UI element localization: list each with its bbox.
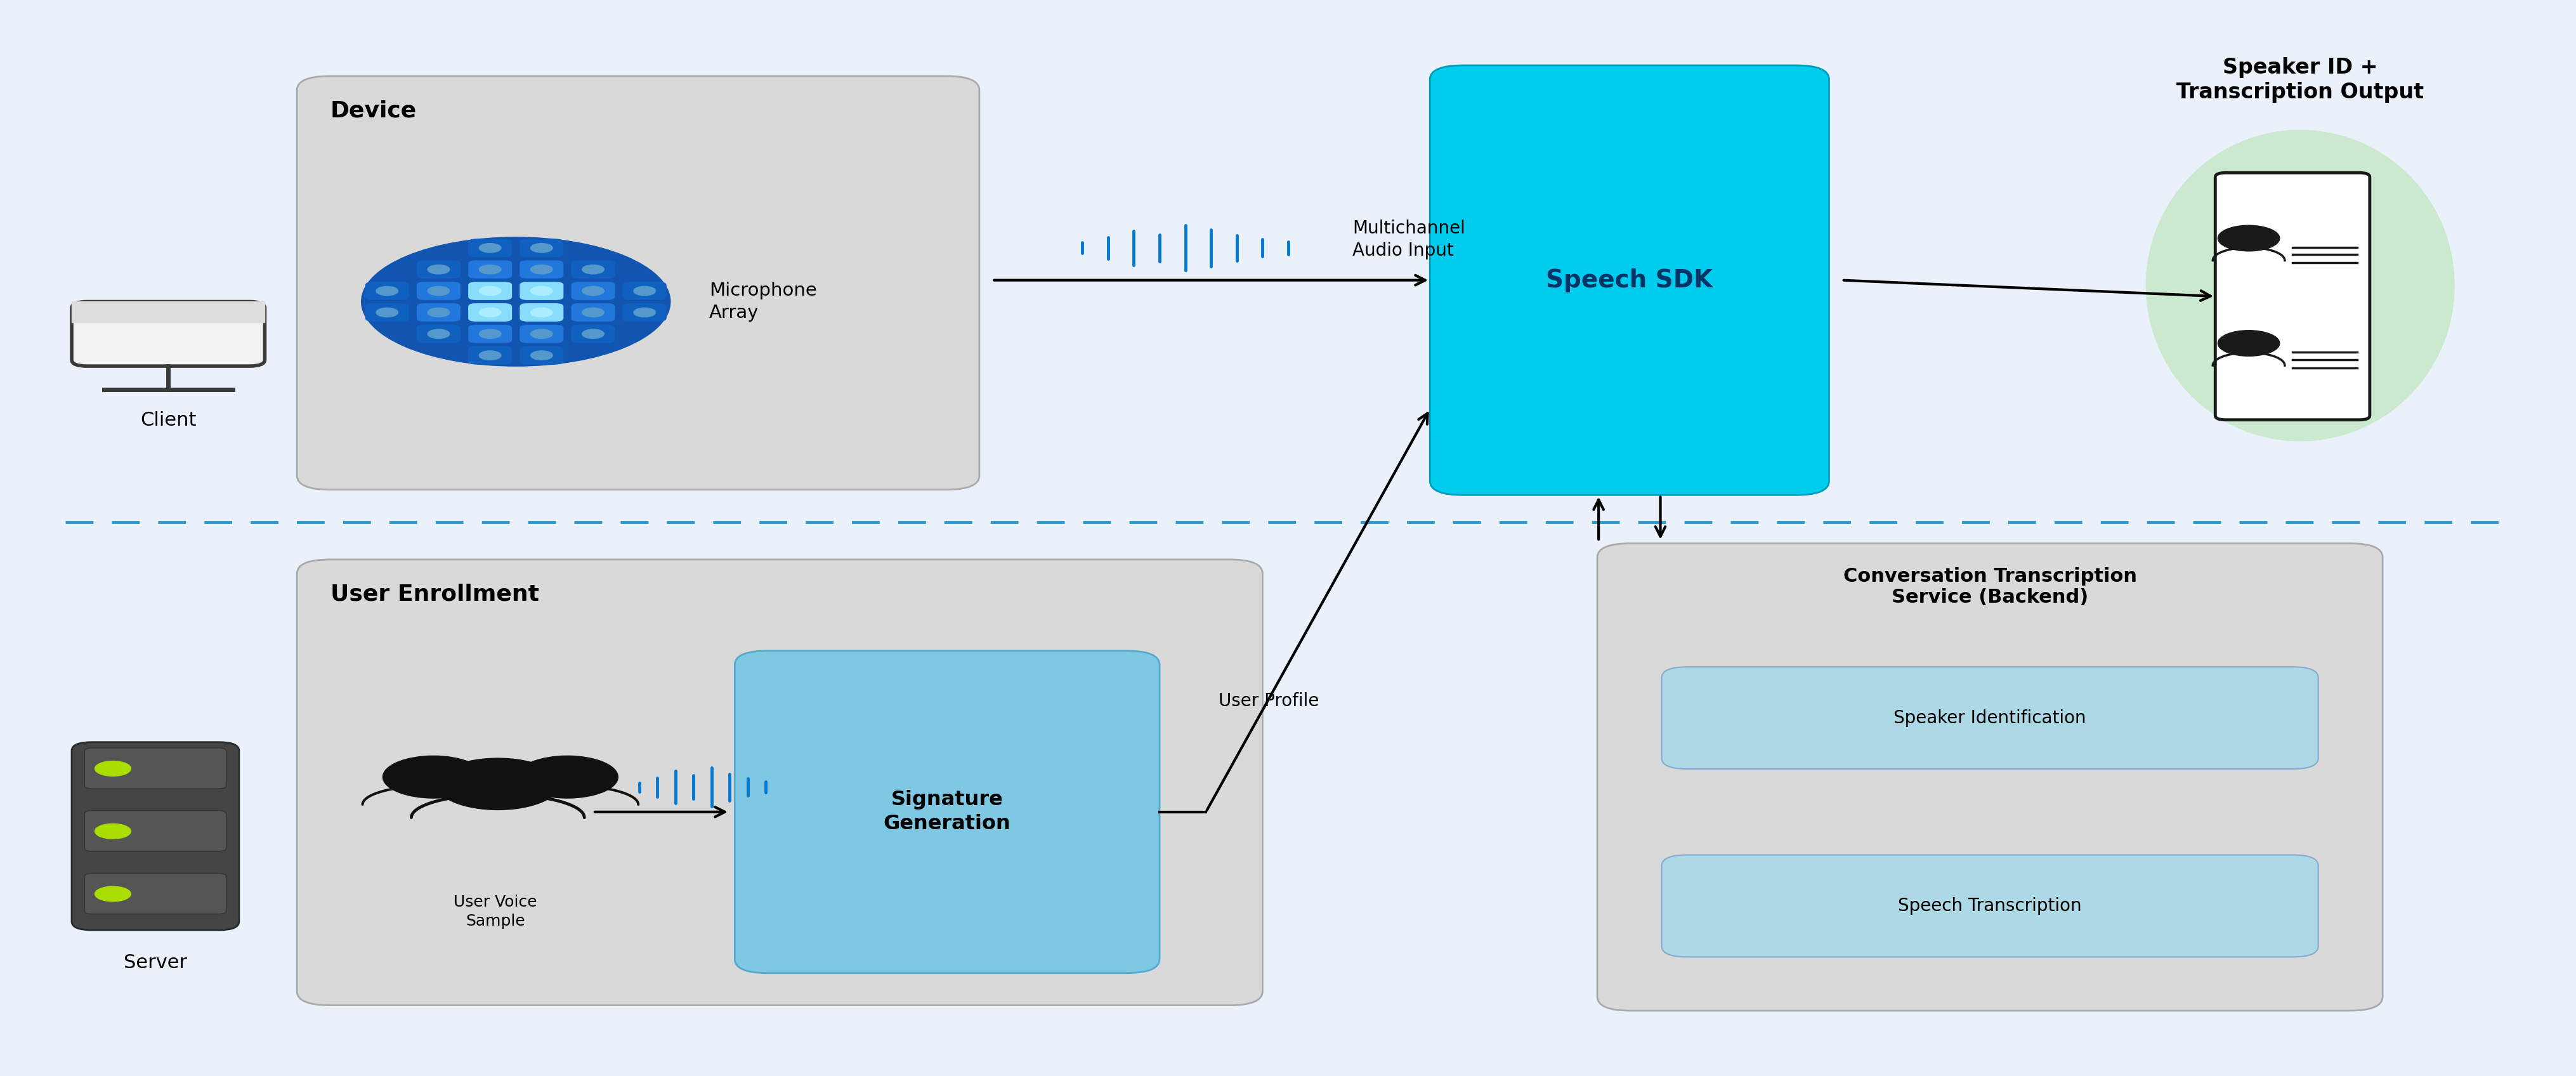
Circle shape [531, 351, 551, 360]
FancyBboxPatch shape [520, 303, 564, 322]
Text: User Profile: User Profile [1218, 692, 1319, 710]
Text: Multichannel
Audio Input: Multichannel Audio Input [1352, 220, 1466, 259]
Text: Conversation Transcription
Service (Backend): Conversation Transcription Service (Back… [1842, 567, 2136, 607]
FancyBboxPatch shape [296, 560, 1262, 1005]
Circle shape [531, 308, 551, 317]
Circle shape [582, 286, 603, 296]
FancyBboxPatch shape [417, 260, 461, 279]
FancyBboxPatch shape [469, 239, 513, 257]
FancyBboxPatch shape [72, 301, 265, 366]
FancyBboxPatch shape [296, 76, 979, 490]
Circle shape [95, 761, 131, 776]
Ellipse shape [2146, 130, 2455, 441]
FancyBboxPatch shape [469, 325, 513, 343]
Text: User Enrollment: User Enrollment [330, 583, 538, 605]
Circle shape [428, 329, 448, 339]
Circle shape [428, 308, 448, 317]
Bar [72, 301, 265, 323]
Circle shape [479, 351, 500, 360]
FancyBboxPatch shape [623, 282, 667, 300]
Circle shape [582, 265, 603, 274]
Circle shape [582, 308, 603, 317]
FancyBboxPatch shape [469, 282, 513, 300]
Text: Speaker ID +
Transcription Output: Speaker ID + Transcription Output [2177, 57, 2424, 103]
Circle shape [95, 887, 131, 902]
Circle shape [634, 308, 654, 317]
Circle shape [2218, 330, 2280, 356]
FancyBboxPatch shape [1662, 667, 2318, 769]
Circle shape [531, 243, 551, 253]
Circle shape [428, 265, 448, 274]
FancyBboxPatch shape [1597, 543, 2383, 1010]
Text: Client: Client [139, 411, 196, 429]
Text: Speech Transcription: Speech Transcription [1899, 897, 2081, 915]
Circle shape [531, 265, 551, 274]
FancyBboxPatch shape [572, 260, 616, 279]
FancyBboxPatch shape [1662, 855, 2318, 957]
FancyBboxPatch shape [469, 346, 513, 365]
FancyBboxPatch shape [417, 282, 461, 300]
FancyBboxPatch shape [1430, 66, 1829, 495]
FancyBboxPatch shape [85, 810, 227, 851]
FancyBboxPatch shape [734, 651, 1159, 973]
Text: Signature
Generation: Signature Generation [884, 790, 1010, 834]
FancyBboxPatch shape [572, 325, 616, 343]
FancyBboxPatch shape [366, 303, 410, 322]
FancyBboxPatch shape [520, 260, 564, 279]
FancyBboxPatch shape [572, 282, 616, 300]
Circle shape [2218, 225, 2280, 251]
Circle shape [479, 265, 500, 274]
Circle shape [479, 308, 500, 317]
FancyBboxPatch shape [85, 748, 227, 789]
FancyBboxPatch shape [85, 874, 227, 914]
Circle shape [479, 329, 500, 339]
Text: Device: Device [330, 100, 417, 122]
Text: Speaker Identification: Speaker Identification [1893, 709, 2087, 726]
FancyBboxPatch shape [72, 742, 240, 930]
FancyBboxPatch shape [520, 282, 564, 300]
FancyBboxPatch shape [417, 303, 461, 322]
Circle shape [531, 286, 551, 296]
Circle shape [376, 308, 397, 317]
Text: User Voice
Sample: User Voice Sample [453, 894, 536, 929]
Text: Server: Server [124, 953, 188, 972]
Text: Speech SDK: Speech SDK [1546, 268, 1713, 293]
Circle shape [582, 329, 603, 339]
Circle shape [376, 286, 397, 296]
FancyBboxPatch shape [2215, 173, 2370, 420]
Circle shape [428, 286, 448, 296]
Circle shape [518, 755, 618, 798]
FancyBboxPatch shape [417, 325, 461, 343]
FancyBboxPatch shape [623, 303, 667, 322]
FancyBboxPatch shape [469, 260, 513, 279]
Circle shape [361, 237, 670, 366]
FancyBboxPatch shape [520, 325, 564, 343]
Circle shape [435, 759, 559, 810]
Circle shape [384, 755, 484, 798]
FancyBboxPatch shape [572, 303, 616, 322]
Circle shape [634, 286, 654, 296]
FancyBboxPatch shape [469, 303, 513, 322]
Circle shape [531, 329, 551, 339]
Circle shape [479, 243, 500, 253]
FancyBboxPatch shape [520, 346, 564, 365]
Circle shape [479, 286, 500, 296]
FancyBboxPatch shape [366, 282, 410, 300]
FancyBboxPatch shape [520, 239, 564, 257]
Text: Microphone
Array: Microphone Array [708, 282, 817, 322]
Circle shape [95, 824, 131, 839]
